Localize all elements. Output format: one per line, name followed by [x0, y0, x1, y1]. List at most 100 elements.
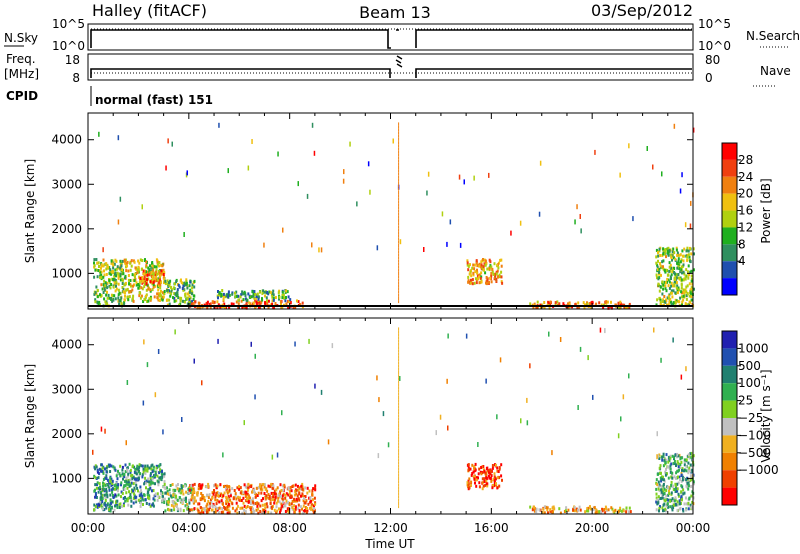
echo-cell: [106, 296, 109, 300]
echo-cell: [163, 277, 166, 281]
echo-cell: [500, 275, 503, 279]
echo-cell: [276, 509, 279, 513]
echo-cell: [624, 305, 627, 309]
echo-cell: [672, 284, 674, 288]
echo-cell: [290, 489, 293, 493]
echo-cell: [132, 284, 134, 288]
echo-cell: [114, 487, 117, 491]
echo-cell: [129, 478, 132, 482]
echo-cell: [493, 277, 496, 281]
echo-cell: [398, 467, 400, 471]
echo-cell: [398, 290, 400, 294]
echo-cell: [583, 303, 586, 307]
echo-cell: [601, 509, 604, 513]
echo-cell: [689, 223, 692, 229]
echo-cell: [174, 292, 177, 296]
echo-cell: [239, 506, 242, 510]
echo-cell: [132, 294, 135, 298]
echo-cell: [117, 469, 119, 473]
echo-cell: [398, 361, 400, 365]
echo-cell: [494, 477, 497, 481]
echo-cell: [685, 484, 688, 488]
echo-cell: [485, 479, 488, 483]
echo-cell: [474, 481, 476, 485]
echo-cell: [662, 259, 665, 263]
echo-cell: [486, 469, 489, 473]
echo-cell: [143, 272, 146, 276]
echo-cell: [96, 505, 99, 509]
echo-cell: [192, 487, 195, 491]
echo-cell: [459, 242, 462, 248]
echo-cell: [285, 501, 288, 505]
echo-cell: [572, 508, 575, 512]
echo-cell: [141, 281, 144, 285]
echo-cell: [188, 294, 191, 298]
echo-cell: [659, 464, 662, 468]
cpid-value: normal (fast) 151: [95, 93, 213, 107]
echo-cell: [162, 268, 165, 272]
echo-cell: [214, 483, 217, 487]
echo-cell: [111, 479, 114, 483]
echo-cell: [685, 366, 687, 372]
echo-cell: [227, 495, 230, 499]
freq-unit: [MHz]: [4, 67, 39, 81]
echo-cell: [491, 270, 494, 274]
echo-cell: [446, 241, 448, 247]
echo-cell: [589, 507, 592, 511]
echo-cell: [202, 511, 205, 515]
echo-cell: [398, 452, 400, 456]
echo-cell: [263, 503, 266, 507]
echo-cell: [141, 279, 144, 283]
echo-cell: [163, 480, 166, 484]
echo-cell: [689, 260, 692, 264]
echo-cell: [191, 286, 194, 290]
echo-cell: [231, 502, 234, 506]
echo-cell: [681, 303, 683, 307]
echo-cell: [497, 266, 500, 270]
echo-cell: [293, 511, 296, 514]
echo-cell: [137, 259, 140, 263]
echo-cell: [170, 508, 173, 512]
echo-cell: [478, 273, 481, 277]
echo-cell: [659, 285, 662, 289]
echo-cell: [669, 275, 672, 279]
echo-cell: [545, 506, 547, 510]
echo-cell: [559, 337, 562, 342]
echo-cell: [112, 496, 115, 499]
echo-cell: [690, 484, 693, 488]
echo-cell: [123, 488, 126, 491]
echo-cell: [687, 481, 690, 485]
echo-cell: [275, 501, 278, 505]
echo-cell: [158, 294, 161, 298]
echo-cell: [149, 504, 152, 508]
echo-cell: [681, 468, 683, 472]
echo-cell: [690, 289, 693, 293]
echo-cell: [207, 496, 210, 500]
echo-cell: [689, 452, 692, 456]
echo-cell: [147, 299, 150, 303]
echo-cell: [252, 294, 255, 298]
echo-cell: [261, 297, 263, 301]
echo-cell: [228, 488, 231, 492]
echo-cell: [129, 493, 132, 496]
echo-cell: [664, 470, 667, 474]
echo-cell: [398, 352, 400, 356]
echo-cell: [483, 480, 486, 483]
echo-cell: [165, 165, 167, 171]
echo-cell: [281, 497, 284, 501]
echo-cell: [122, 272, 125, 276]
echo-cell: [148, 480, 151, 484]
echo-cell: [681, 295, 683, 299]
echo-cell: [151, 503, 154, 507]
echo-cell: [242, 298, 245, 302]
echo-cell: [495, 280, 498, 283]
echo-cell: [179, 499, 182, 503]
echo-cell: [149, 486, 152, 490]
echo-cell: [157, 288, 160, 292]
echo-cell: [226, 504, 229, 508]
echo-cell: [131, 476, 134, 479]
echo-cell: [184, 497, 187, 501]
echo-cell: [398, 209, 400, 213]
echo-cell: [137, 470, 140, 474]
echo-cell: [140, 294, 143, 298]
